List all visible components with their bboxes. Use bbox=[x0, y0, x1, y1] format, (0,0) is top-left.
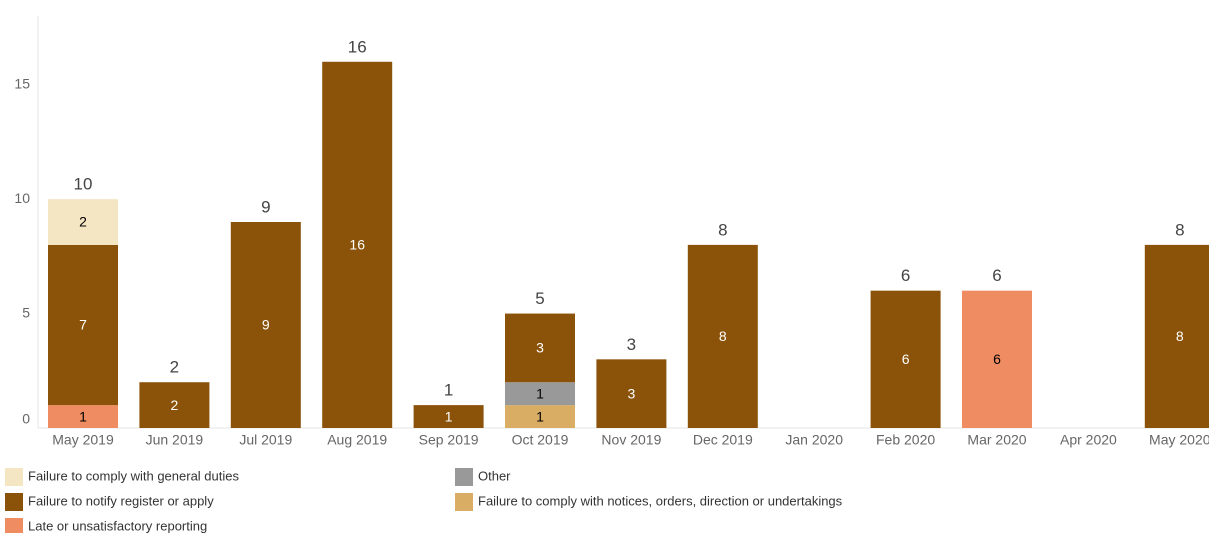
segment-label: 1 bbox=[536, 408, 544, 424]
bar-segment bbox=[48, 199, 118, 245]
segment-label: 2 bbox=[171, 397, 179, 413]
segment-label: 1 bbox=[79, 408, 87, 424]
total-label: 2 bbox=[170, 358, 179, 377]
bar-segment bbox=[505, 313, 575, 383]
legend-label: Other bbox=[478, 468, 511, 483]
segment-label: 6 bbox=[993, 351, 1001, 367]
y-tick-label: 10 bbox=[14, 190, 30, 206]
y-tick-label: 5 bbox=[22, 304, 30, 320]
segment-label: 1 bbox=[536, 385, 544, 401]
x-tick-label: Jul 2019 bbox=[239, 432, 292, 448]
y-tick-label: 15 bbox=[14, 75, 30, 91]
bar-segment bbox=[505, 405, 575, 428]
bar-segment bbox=[596, 359, 667, 428]
bar-segment bbox=[139, 382, 210, 428]
bar-segment bbox=[413, 405, 484, 428]
segment-label: 16 bbox=[349, 237, 365, 253]
bar-segment bbox=[322, 61, 393, 429]
bar-segment bbox=[870, 290, 941, 428]
bar-segment bbox=[962, 290, 1032, 428]
bar-segment bbox=[505, 382, 575, 406]
total-label: 5 bbox=[535, 289, 544, 308]
total-label: 1 bbox=[444, 381, 453, 400]
bar-segment bbox=[1144, 244, 1209, 428]
segment-label: 7 bbox=[79, 317, 87, 333]
legend-label: Late or unsatisfactory reporting bbox=[28, 518, 207, 533]
x-tick-label: Jan 2020 bbox=[785, 432, 843, 448]
total-label: 9 bbox=[261, 197, 270, 216]
total-label: 10 bbox=[74, 175, 93, 194]
legend-swatch bbox=[5, 493, 23, 511]
legend-swatch bbox=[455, 493, 473, 511]
segment-label: 1 bbox=[445, 408, 453, 424]
legend-label: Failure to comply with general duties bbox=[28, 468, 239, 483]
x-tick-label: Jun 2019 bbox=[146, 432, 204, 448]
legend-label: Failure to comply with notices, orders, … bbox=[478, 493, 843, 508]
x-tick-label: May 2019 bbox=[52, 432, 114, 448]
legend-swatch bbox=[5, 518, 23, 533]
x-tick-label: Aug 2019 bbox=[327, 432, 387, 448]
total-label: 6 bbox=[901, 266, 910, 285]
x-tick-label: Sep 2019 bbox=[419, 432, 479, 448]
segment-label: 2 bbox=[79, 214, 87, 230]
legend-swatch bbox=[455, 468, 473, 486]
bar-segment bbox=[230, 222, 301, 428]
x-tick-label: Feb 2020 bbox=[876, 432, 935, 448]
bar-segment bbox=[48, 244, 118, 406]
total-label: 6 bbox=[992, 266, 1001, 285]
legend-swatch bbox=[5, 468, 23, 486]
segment-label: 3 bbox=[628, 385, 636, 401]
total-label: 16 bbox=[348, 37, 367, 56]
segment-label: 8 bbox=[1176, 328, 1184, 344]
segment-label: 3 bbox=[536, 340, 544, 356]
legend-label: Failure to notify register or apply bbox=[28, 493, 214, 508]
segment-label: 6 bbox=[902, 351, 910, 367]
total-label: 8 bbox=[718, 220, 727, 239]
bar-segment bbox=[687, 244, 758, 428]
total-label: 3 bbox=[627, 335, 636, 354]
x-tick-label: May 2020 bbox=[1149, 432, 1209, 448]
x-tick-label: Dec 2019 bbox=[693, 432, 753, 448]
segment-label: 9 bbox=[262, 317, 270, 333]
bar-segment bbox=[48, 405, 118, 428]
y-tick-label: 0 bbox=[22, 411, 30, 427]
x-tick-label: Apr 2020 bbox=[1060, 432, 1117, 448]
x-tick-label: Oct 2019 bbox=[512, 432, 569, 448]
segment-label: 8 bbox=[719, 328, 727, 344]
x-tick-label: Mar 2020 bbox=[967, 432, 1026, 448]
x-tick-label: Nov 2019 bbox=[601, 432, 661, 448]
total-label: 8 bbox=[1175, 220, 1184, 239]
